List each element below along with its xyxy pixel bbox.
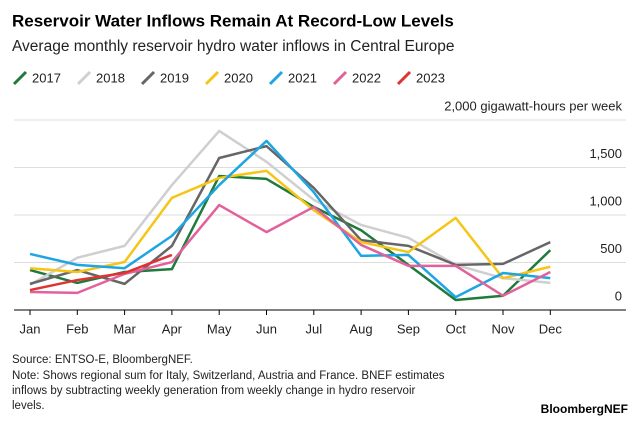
legend-swatch — [396, 70, 412, 86]
x-tick-label: Oct — [446, 321, 467, 336]
x-tick-label: Jan — [20, 321, 41, 336]
legend-label: 2018 — [96, 70, 125, 85]
chart-title: Reservoir Water Inflows Remain At Record… — [12, 11, 454, 30]
legend-swatch — [140, 70, 156, 86]
x-tick-label: Jul — [305, 321, 322, 336]
legend-label: 2023 — [416, 70, 445, 85]
legend-swatch — [204, 70, 220, 86]
x-tick-label: Aug — [350, 321, 373, 336]
x-tick-label: Dec — [539, 321, 563, 336]
legend-swatch — [268, 70, 284, 86]
legend-label: 2021 — [288, 70, 317, 85]
note: inflows by subtracting weekly generation… — [12, 385, 416, 397]
x-tick-label: Nov — [491, 321, 515, 336]
legend-swatch — [332, 70, 348, 86]
y-tick-label: 0 — [615, 288, 622, 303]
x-tick-label: Jun — [256, 321, 277, 336]
source: Source: ENTSO-E, BloombergNEF. — [12, 354, 193, 366]
note: Note: Shows regional sum for Italy, Swit… — [12, 370, 445, 382]
series-line — [29, 139, 551, 299]
x-tick-label: Mar — [113, 321, 136, 336]
y-tick-label: 2,000 gigawatt-hours per week — [444, 98, 622, 113]
y-tick-label: 1,500 — [589, 146, 622, 161]
legend-swatch — [76, 70, 92, 86]
series-line — [29, 129, 551, 286]
y-tick-label: 500 — [600, 241, 622, 256]
y-tick-label: 1,000 — [589, 193, 622, 208]
note: levels. — [12, 400, 45, 412]
series-line — [29, 203, 551, 297]
legend-label: 2019 — [160, 70, 189, 85]
legend-label: 2020 — [224, 70, 253, 85]
series-line — [29, 253, 173, 292]
legend-label: 2022 — [352, 70, 381, 85]
chart-subtitle: Average monthly reservoir hydro water in… — [12, 38, 455, 55]
x-tick-label: Feb — [66, 321, 88, 336]
brand: BloombergNEF — [541, 402, 628, 416]
legend-swatch — [12, 70, 28, 86]
x-tick-label: May — [207, 321, 232, 336]
series-line — [29, 169, 551, 280]
x-tick-label: Sep — [397, 321, 420, 336]
x-tick-label: Apr — [162, 321, 183, 336]
legend-label: 2017 — [32, 70, 61, 85]
